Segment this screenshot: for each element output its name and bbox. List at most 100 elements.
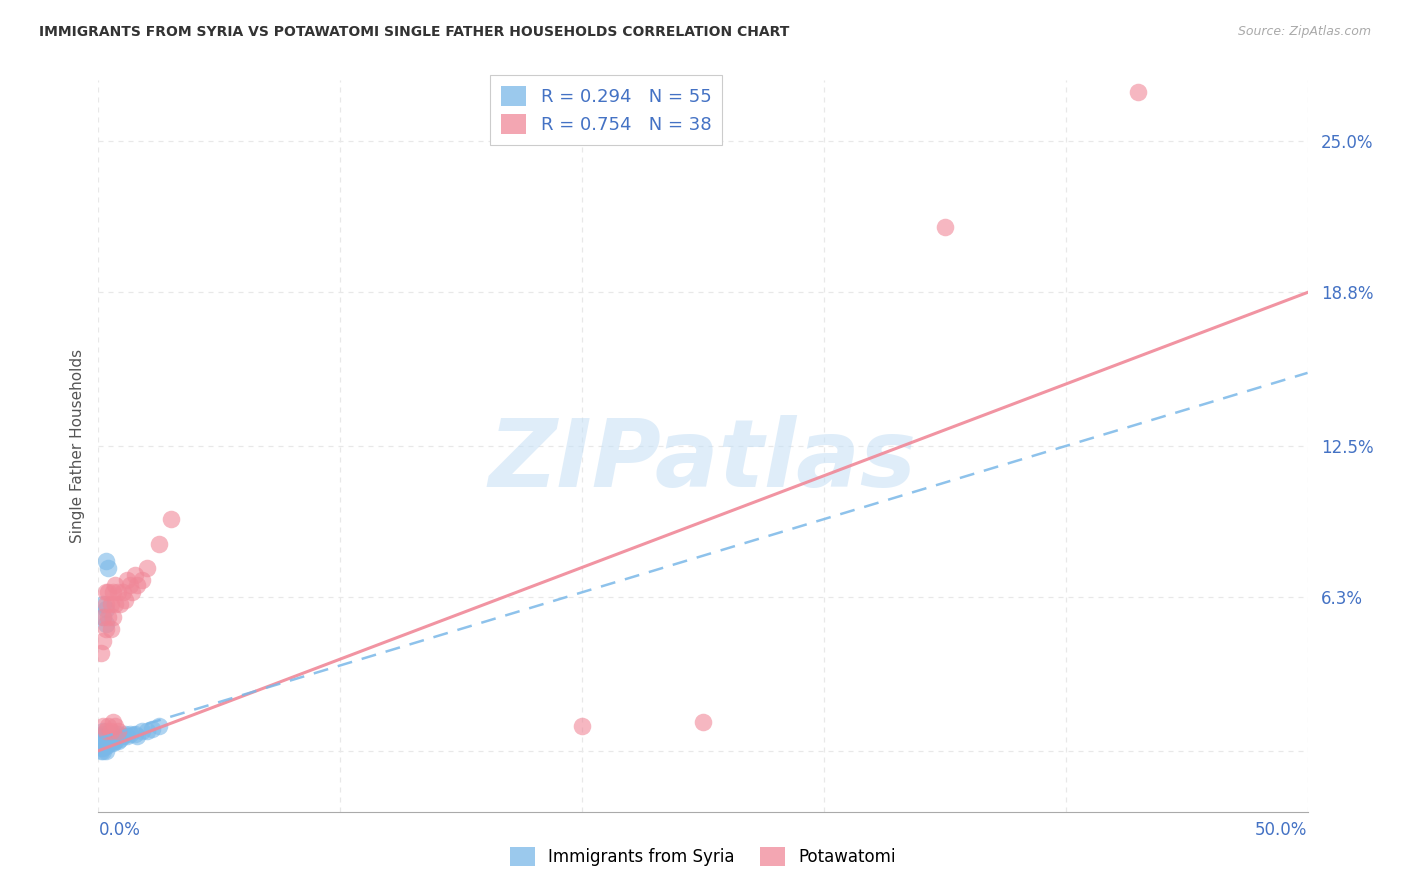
Point xyxy=(107,727,129,741)
Point xyxy=(94,585,117,599)
Point xyxy=(135,561,157,575)
Point xyxy=(94,617,117,632)
Point xyxy=(94,744,117,758)
Point xyxy=(571,719,593,733)
Point xyxy=(97,731,120,746)
Point xyxy=(91,724,114,739)
Point xyxy=(104,734,127,748)
Text: 0.0%: 0.0% xyxy=(98,822,141,839)
Point xyxy=(160,512,183,526)
Point xyxy=(100,734,122,748)
Point xyxy=(118,727,141,741)
Point xyxy=(104,598,127,612)
Point xyxy=(107,585,129,599)
Point xyxy=(94,598,117,612)
Point xyxy=(101,714,124,729)
Point xyxy=(97,609,120,624)
Point xyxy=(148,536,170,550)
Legend: R = 0.294   N = 55, R = 0.754   N = 38: R = 0.294 N = 55, R = 0.754 N = 38 xyxy=(491,75,723,145)
Point xyxy=(104,719,127,733)
Point xyxy=(91,719,114,733)
Point xyxy=(108,731,131,746)
Point xyxy=(117,573,139,587)
Text: Source: ZipAtlas.com: Source: ZipAtlas.com xyxy=(1237,25,1371,38)
Point xyxy=(101,729,124,743)
Point xyxy=(124,727,146,741)
Y-axis label: Single Father Households: Single Father Households xyxy=(69,349,84,543)
Point xyxy=(111,585,134,599)
Point xyxy=(90,734,112,748)
Point xyxy=(127,578,149,592)
Point xyxy=(90,646,112,660)
Point xyxy=(107,734,129,748)
Point xyxy=(91,731,114,746)
Point xyxy=(118,578,141,592)
Point xyxy=(104,578,127,592)
Point xyxy=(94,731,117,746)
Point xyxy=(1128,86,1150,100)
Point xyxy=(111,729,134,743)
Text: 50.0%: 50.0% xyxy=(1256,822,1308,839)
Point xyxy=(108,598,131,612)
Point xyxy=(97,719,120,733)
Point xyxy=(91,609,114,624)
Point xyxy=(135,724,157,739)
Point xyxy=(94,736,117,750)
Point xyxy=(100,622,122,636)
Point xyxy=(97,729,120,743)
Point xyxy=(101,609,124,624)
Point xyxy=(148,719,170,733)
Point xyxy=(94,734,117,748)
Point xyxy=(91,739,114,753)
Point xyxy=(97,561,120,575)
Point xyxy=(91,741,114,756)
Point xyxy=(114,727,136,741)
Point xyxy=(131,573,153,587)
Point xyxy=(100,731,122,746)
Point xyxy=(101,736,124,750)
Point xyxy=(100,727,122,741)
Point xyxy=(100,736,122,750)
Point xyxy=(94,739,117,753)
Legend: Immigrants from Syria, Potawatomi: Immigrants from Syria, Potawatomi xyxy=(503,840,903,873)
Point xyxy=(91,736,114,750)
Point xyxy=(104,729,127,743)
Point xyxy=(91,729,114,743)
Point xyxy=(94,729,117,743)
Point xyxy=(90,741,112,756)
Point xyxy=(91,727,114,741)
Point xyxy=(94,622,117,636)
Point xyxy=(114,592,136,607)
Point xyxy=(94,553,117,567)
Point xyxy=(100,724,122,739)
Point xyxy=(124,568,146,582)
Point xyxy=(91,598,114,612)
Point xyxy=(94,602,117,616)
Point xyxy=(90,731,112,746)
Point xyxy=(90,744,112,758)
Point xyxy=(692,714,714,729)
Point xyxy=(131,724,153,739)
Text: ZIPatlas: ZIPatlas xyxy=(489,415,917,507)
Point xyxy=(91,634,114,648)
Point xyxy=(107,724,129,739)
Text: IMMIGRANTS FROM SYRIA VS POTAWATOMI SINGLE FATHER HOUSEHOLDS CORRELATION CHART: IMMIGRANTS FROM SYRIA VS POTAWATOMI SING… xyxy=(39,25,790,39)
Point xyxy=(100,598,122,612)
Point xyxy=(97,736,120,750)
Point xyxy=(91,609,114,624)
Point xyxy=(90,736,112,750)
Point xyxy=(91,744,114,758)
Point xyxy=(90,729,112,743)
Point xyxy=(141,722,163,736)
Point xyxy=(121,585,143,599)
Point xyxy=(94,727,117,741)
Point xyxy=(934,219,956,234)
Point xyxy=(90,739,112,753)
Point xyxy=(97,585,120,599)
Point xyxy=(117,729,139,743)
Point xyxy=(101,585,124,599)
Point xyxy=(97,734,120,748)
Point xyxy=(94,724,117,739)
Point xyxy=(91,734,114,748)
Point xyxy=(101,731,124,746)
